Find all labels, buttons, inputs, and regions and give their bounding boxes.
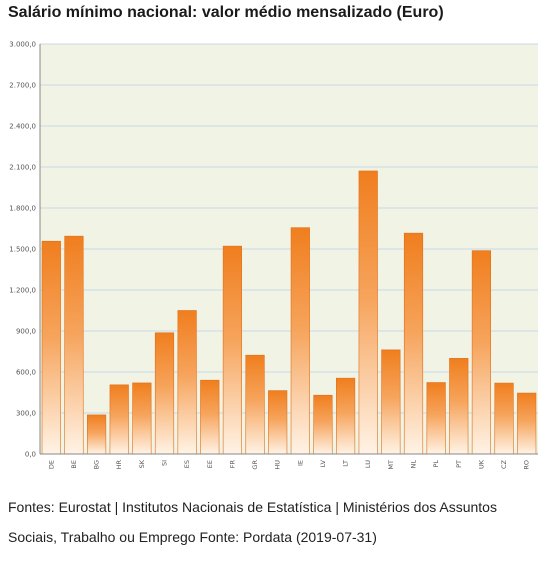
x-tick-label: IE: [296, 460, 304, 466]
x-tick-label: RO: [523, 460, 531, 470]
x-tick-label: CZ: [500, 459, 508, 469]
y-tick-label: 1.200,0: [9, 287, 36, 295]
x-tick-label: MT: [387, 460, 395, 470]
bar-hu: [268, 390, 288, 455]
bar-si: [154, 332, 175, 455]
x-tick-label: PT: [455, 460, 463, 468]
x-tick-label: LV: [319, 459, 327, 467]
y-tick-label: 2.400,0: [9, 123, 36, 131]
bar-cz: [494, 382, 514, 455]
bar-chart: 0,0 300,0 600,0 900,0 1.200,0 1.500,0 1.800,0 2…: [9, 41, 538, 470]
gridlines: [40, 43, 538, 414]
bar-pt: [449, 358, 469, 455]
y-tick-label: 0,0: [25, 451, 36, 459]
x-axis-ticks: DE BE BG HR SK SI ES EE FR GR HU IE LV LT LU MT NL PL PT UK…: [47, 459, 530, 469]
x-tick-label: HR: [115, 460, 123, 470]
y-tick-label: 2.700,0: [9, 82, 36, 90]
y-tick-label: 900,0: [16, 328, 36, 336]
x-tick-label: LU: [364, 460, 372, 468]
x-tick-label: EE: [206, 460, 214, 468]
y-tick-label: 1.500,0: [9, 246, 36, 254]
bar-es: [177, 310, 197, 455]
x-tick-label: GR: [251, 460, 259, 470]
bar-de: [41, 240, 61, 455]
bar-nl: [403, 232, 424, 455]
x-tick-label: BE: [70, 460, 78, 469]
bar-ee: [200, 379, 220, 455]
bar-hr: [109, 384, 129, 455]
bars: [41, 170, 537, 455]
bar-uk: [471, 250, 491, 455]
bar-ro: [517, 392, 537, 455]
bar-be: [64, 235, 84, 455]
x-tick-label: ES: [183, 460, 191, 468]
x-tick-label: SI: [161, 460, 169, 466]
bar-bg: [87, 414, 107, 455]
bar-lv: [313, 394, 333, 455]
bar-ie: [290, 227, 310, 455]
x-tick-label: HU: [274, 460, 282, 470]
source-note: Fontes: Eurostat | Institutos Nacionais …: [8, 499, 497, 545]
y-tick-label: 2.100,0: [9, 164, 36, 172]
x-tick-label: PL: [432, 460, 440, 468]
bar-gr: [245, 354, 265, 455]
x-tick-label: DE: [47, 460, 55, 469]
y-tick-label: 3.000,0: [9, 41, 36, 49]
bar-fr: [222, 245, 242, 455]
y-tick-label: 600,0: [16, 369, 36, 377]
bar-lt: [336, 377, 356, 455]
y-tick-label: 300,0: [16, 410, 36, 418]
y-axis-ticks: 0,0 300,0 600,0 900,0 1.200,0 1.500,0 1.800,0 2…: [9, 41, 36, 459]
bar-lu: [358, 170, 378, 455]
chart-title: Salário mínimo nacional: valor médio men…: [8, 4, 444, 21]
bar-sk: [132, 382, 152, 455]
bar-pl: [426, 382, 446, 455]
axes: [39, 44, 538, 455]
x-tick-label: NL: [410, 460, 418, 469]
y-tick-label: 1.800,0: [9, 205, 36, 213]
x-tick-label: LT: [342, 460, 350, 467]
x-tick-label: BG: [93, 460, 101, 469]
x-tick-label: FR: [228, 460, 236, 469]
x-tick-label: UK: [477, 459, 485, 469]
x-tick-label: SK: [138, 459, 146, 468]
bar-mt: [381, 349, 401, 455]
